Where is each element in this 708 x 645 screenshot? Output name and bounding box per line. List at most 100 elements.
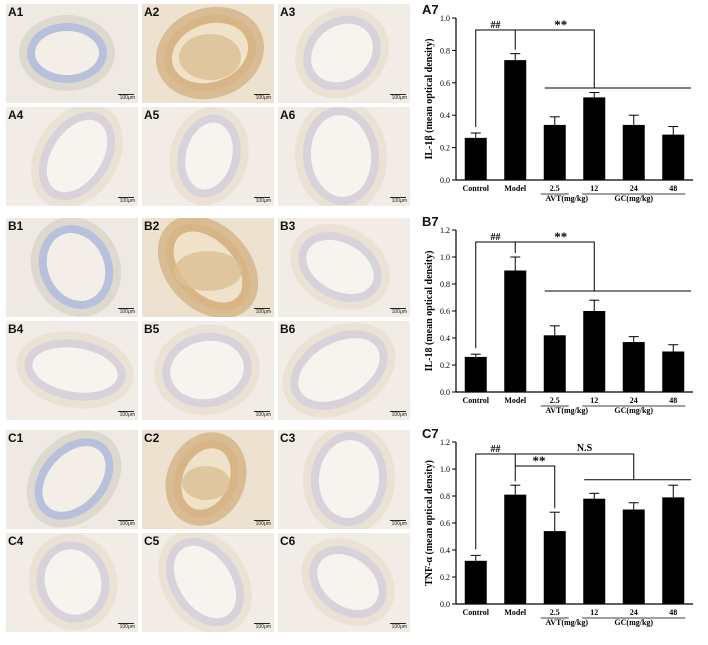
bar bbox=[543, 531, 566, 604]
micrograph-label: B3 bbox=[280, 219, 296, 233]
y-tick-label: 0.0 bbox=[440, 176, 450, 185]
bar bbox=[622, 509, 645, 604]
micrograph-a4: A4 100μm bbox=[6, 107, 138, 206]
tissue-image bbox=[282, 322, 396, 418]
group-label-avt: AVT(mg/kg) bbox=[545, 618, 588, 627]
chart-il18-svg: 0.0 0.2 0.4 0.6 0.8 1.0 1.2 IL-18 (mean optical… bbox=[424, 226, 693, 415]
micrograph-label: A5 bbox=[144, 108, 160, 122]
bar bbox=[504, 60, 527, 181]
bar bbox=[622, 124, 645, 180]
micrograph-a5: A5 100μm bbox=[142, 107, 274, 206]
scale-label: 100μm bbox=[391, 624, 407, 630]
y-tick-label: 0.4 bbox=[440, 546, 450, 555]
tissue-image bbox=[165, 432, 247, 526]
chart-panel-label: A7 bbox=[422, 2, 439, 17]
significance-ns: N.S bbox=[577, 443, 593, 454]
group-label-avt: AVT(mg/kg) bbox=[545, 194, 588, 203]
tissue-image bbox=[155, 6, 265, 100]
micrograph-label: A6 bbox=[280, 108, 296, 122]
bar bbox=[543, 124, 566, 180]
micrograph-label: B2 bbox=[144, 219, 160, 233]
x-tick-label: Model bbox=[504, 396, 527, 405]
tissue-image bbox=[158, 533, 252, 632]
chart-il1b-svg: 0.0 0.2 0.4 0.6 0.8 1.0 IL-1β (mean optical de… bbox=[424, 14, 693, 203]
micrograph-label: C2 bbox=[144, 431, 160, 445]
x-tick-label: 24 bbox=[630, 396, 638, 405]
bar bbox=[504, 270, 527, 392]
tissue-image bbox=[16, 331, 134, 409]
x-tick-label: Control bbox=[462, 184, 489, 193]
micrograph-label: C5 bbox=[144, 534, 160, 548]
scale-label: 100μm bbox=[119, 309, 135, 315]
scale-bar bbox=[118, 197, 134, 198]
tissue-image bbox=[30, 218, 122, 317]
scale-bar bbox=[390, 308, 406, 309]
y-tick-label: 0.4 bbox=[440, 111, 450, 120]
scale-bar bbox=[254, 623, 270, 624]
micrograph-b1: B1 100μm bbox=[6, 218, 138, 317]
micrograph-b2: B2 100μm bbox=[142, 218, 274, 317]
micrograph-a6: A6 100μm bbox=[278, 107, 410, 206]
tissue-image bbox=[154, 324, 260, 416]
micrograph-c1: C1 100μm bbox=[6, 430, 138, 529]
significance-hash: ## bbox=[491, 20, 501, 31]
micrograph-b3: B3 100μm bbox=[278, 218, 410, 317]
scale-bar bbox=[254, 520, 270, 521]
micrograph-label: A4 bbox=[8, 108, 24, 122]
tissue-image bbox=[169, 107, 249, 206]
scale-label: 100μm bbox=[119, 95, 135, 101]
x-tick-label: Control bbox=[462, 608, 489, 617]
bar bbox=[662, 134, 685, 180]
significance-bracket-hash bbox=[475, 453, 516, 550]
y-tick-label: 0.0 bbox=[440, 388, 450, 397]
micrograph-label: C3 bbox=[280, 431, 296, 445]
significance-bracket-hash bbox=[475, 29, 516, 128]
scale-label: 100μm bbox=[391, 521, 407, 527]
scale-label: 100μm bbox=[119, 521, 135, 527]
micrograph-b6: B6 100μm bbox=[278, 321, 410, 420]
bar bbox=[464, 137, 487, 180]
scale-bar bbox=[254, 308, 270, 309]
scale-label: 100μm bbox=[255, 309, 271, 315]
group-label-gc: GC(mg/kg) bbox=[614, 194, 653, 203]
scale-bar bbox=[118, 94, 134, 95]
tissue-image bbox=[19, 15, 115, 91]
scale-label: 100μm bbox=[255, 412, 271, 418]
bar bbox=[662, 497, 685, 604]
y-tick-label: 0.6 bbox=[440, 79, 450, 88]
y-tick-label: 0.8 bbox=[440, 46, 450, 55]
micrograph-label: B5 bbox=[144, 322, 160, 336]
tissue-image bbox=[302, 430, 396, 529]
significance-hash: ## bbox=[491, 232, 501, 243]
bar bbox=[543, 335, 566, 392]
chart-tnfa-svg: 0.0 0.2 0.4 0.6 0.8 1.0 1.2 TNF-α (mean optical… bbox=[424, 438, 693, 627]
y-tick-label: 1.0 bbox=[440, 14, 450, 23]
x-tick-label: 2.5 bbox=[550, 608, 560, 617]
x-tick-label: 12 bbox=[590, 184, 598, 193]
micrograph-label: C6 bbox=[280, 534, 296, 548]
micrograph-c5: C5 100μm bbox=[142, 533, 274, 632]
micrograph-c4: C4 100μm bbox=[6, 533, 138, 632]
micrograph-grid: A1 100μm A2 100μm A3 100μm A4 100μm A5 100μm A6 100… bbox=[6, 4, 410, 632]
scale-bar bbox=[390, 94, 406, 95]
micrograph-a1: A1 100μm bbox=[6, 4, 138, 103]
x-tick-label: 24 bbox=[630, 184, 638, 193]
micrograph-c6: C6 100μm bbox=[278, 533, 410, 632]
y-tick-label: 1.2 bbox=[440, 226, 450, 235]
y-tick-label: 0.2 bbox=[440, 144, 450, 153]
significance-bracket-star bbox=[515, 29, 595, 88]
scale-bar bbox=[118, 520, 134, 521]
bar bbox=[583, 311, 606, 392]
x-tick-label: 12 bbox=[590, 608, 598, 617]
bar bbox=[583, 97, 606, 180]
significance-hash: ## bbox=[491, 444, 501, 455]
micrograph-label: C4 bbox=[8, 534, 24, 548]
micrograph-label: A3 bbox=[280, 5, 296, 19]
scale-label: 100μm bbox=[391, 95, 407, 101]
micrograph-label: B1 bbox=[8, 219, 24, 233]
chart-panel-label: C7 bbox=[422, 426, 439, 441]
y-tick-label: 0.8 bbox=[440, 492, 450, 501]
significance-star: ** bbox=[533, 453, 546, 468]
micrograph-label: B6 bbox=[280, 322, 296, 336]
scale-bar bbox=[254, 197, 270, 198]
